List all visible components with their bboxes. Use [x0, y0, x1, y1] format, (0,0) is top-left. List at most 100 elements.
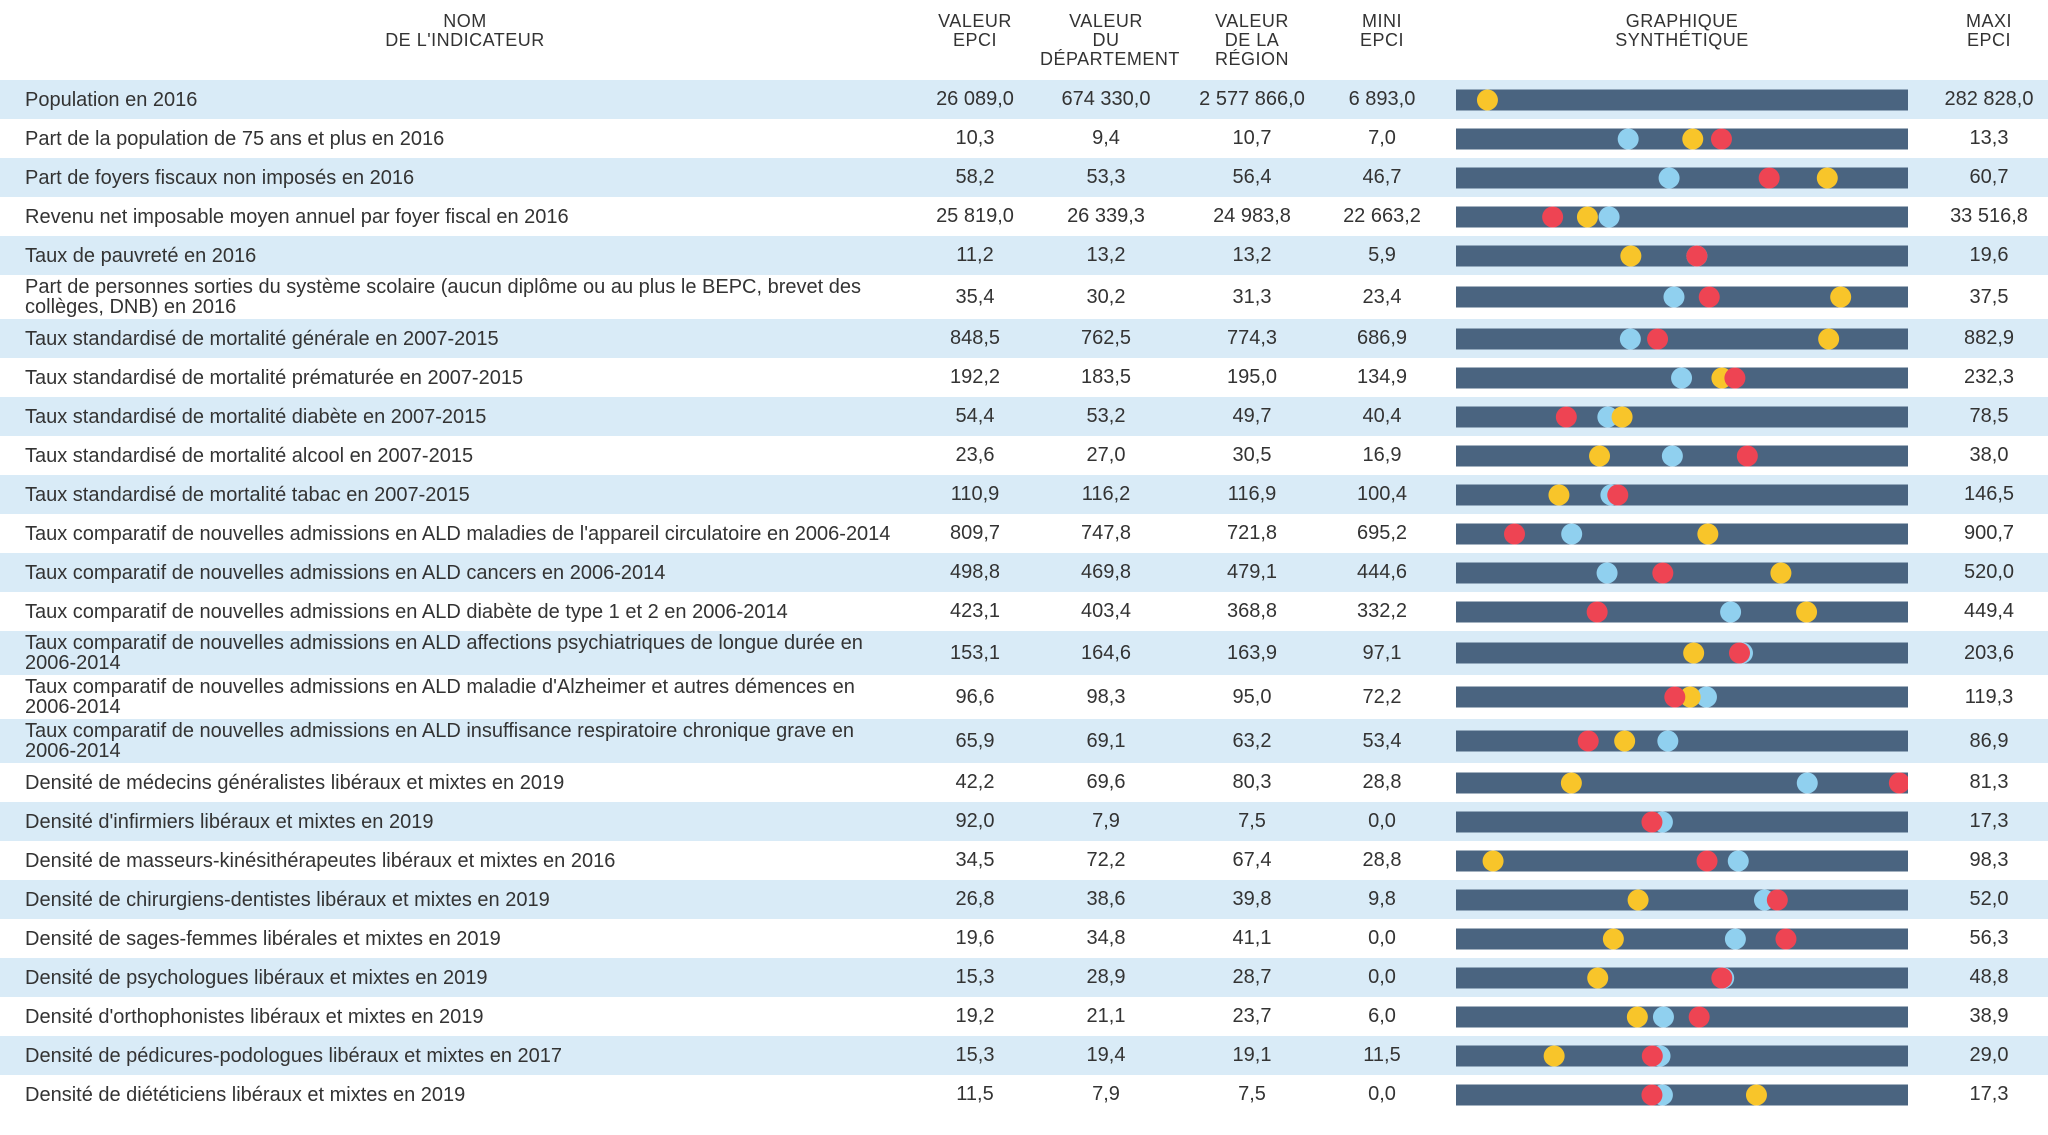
value-cell: 58,2	[955, 166, 995, 188]
synthetic-graph	[1456, 997, 1908, 1036]
value-cell: 23,4	[1362, 285, 1402, 308]
synthetic-graph	[1456, 236, 1908, 275]
value-cell: 203,6	[1963, 641, 2015, 664]
value-cell: 65,9	[955, 729, 995, 752]
table-row: Densité d'orthophonistes libéraux et mix…	[0, 997, 2048, 1036]
graph-svg	[1456, 167, 1908, 188]
value-cell: 368,8	[1226, 600, 1278, 622]
value-cell: 163,9	[1226, 641, 1278, 664]
value-cell: 72,2	[1086, 849, 1126, 871]
value-cell: 35,4	[955, 285, 995, 308]
synthetic-graph	[1456, 592, 1908, 631]
table-row: Part de foyers fiscaux non imposés en 20…	[0, 158, 2048, 197]
value-cell: 479,1	[1226, 561, 1278, 583]
value-cell: 25 819,0	[936, 205, 1014, 227]
graph-svg	[1456, 1006, 1908, 1027]
value-dot	[1617, 128, 1639, 149]
indicator-label: Taux comparatif de nouvelles admissions …	[25, 522, 891, 545]
value-cell: 23,6	[955, 444, 995, 466]
value-cell: 747,8	[1080, 522, 1132, 544]
value-cell: 95,0	[1232, 685, 1272, 708]
table-row: Revenu net imposable moyen annuel par fo…	[0, 197, 2048, 236]
synthetic-graph	[1456, 275, 1908, 319]
value-cell: 119,3	[1964, 685, 2014, 708]
value-cell: 29,0	[1969, 1044, 2009, 1066]
value-cell: 26,8	[955, 888, 995, 910]
table-row: Taux comparatif de nouvelles admissions …	[0, 592, 2048, 631]
value-dot	[1796, 772, 1818, 793]
value-cell: 53,4	[1362, 729, 1402, 752]
synthetic-graph	[1456, 919, 1908, 958]
value-cell: 86,9	[1969, 729, 2009, 752]
value-cell: 19,2	[955, 1005, 995, 1027]
value-dot	[1696, 850, 1718, 871]
value-cell: 54,4	[955, 405, 995, 427]
synthetic-graph	[1456, 841, 1908, 880]
graph-svg	[1456, 730, 1908, 752]
value-dot	[1766, 889, 1788, 910]
value-cell: 30,2	[1086, 285, 1126, 308]
table-row: Densité de sages-femmes libérales et mix…	[0, 919, 2048, 958]
value-cell: 444,6	[1356, 561, 1408, 583]
range-bar	[1456, 1006, 1908, 1027]
value-dot	[1576, 206, 1598, 227]
value-dot	[1727, 850, 1749, 871]
value-dot	[1679, 686, 1701, 708]
graph-svg	[1456, 1084, 1908, 1105]
value-cell: 15,3	[955, 1044, 995, 1066]
value-cell: 56,3	[1969, 927, 2009, 949]
indicator-label: Taux comparatif de nouvelles admissions …	[25, 676, 855, 718]
table-row: Densité de diététiciens libéraux et mixt…	[0, 1075, 2048, 1114]
value-cell: 6,0	[1368, 1005, 1396, 1027]
value-cell: 92,0	[955, 810, 995, 832]
value-cell: 56,4	[1232, 166, 1272, 188]
range-bar	[1456, 484, 1908, 505]
value-cell: 10,3	[955, 127, 995, 149]
value-cell: 232,3	[1963, 366, 2015, 388]
value-dot	[1736, 445, 1758, 466]
value-cell: 23,7	[1232, 1005, 1272, 1027]
indicator-label: Taux standardisé de mortalité alcool en …	[25, 444, 474, 467]
range-bar	[1456, 928, 1908, 949]
value-cell: 72,2	[1362, 685, 1402, 708]
table-row: Taux comparatif de nouvelles admissions …	[0, 675, 2048, 719]
indicator-label: Part de foyers fiscaux non imposés en 20…	[25, 166, 415, 189]
value-cell: 19,1	[1232, 1044, 1272, 1066]
range-bar	[1456, 328, 1908, 349]
graph-svg	[1456, 445, 1908, 466]
graph-svg	[1456, 406, 1908, 427]
value-cell: 11,2	[956, 244, 994, 266]
indicator-label: Densité de chirurgiens-dentistes libérau…	[25, 888, 550, 911]
value-cell: 13,2	[1232, 244, 1272, 266]
table-row: Taux standardisé de mortalité prématurée…	[0, 358, 2048, 397]
value-dot	[1724, 928, 1746, 949]
value-cell: 195,0	[1226, 366, 1278, 388]
value-cell: 11,5	[1363, 1044, 1401, 1066]
value-dot	[1729, 642, 1751, 664]
value-cell: 31,3	[1232, 285, 1272, 308]
value-cell: 282 828,0	[1944, 88, 2034, 110]
value-cell: 0,0	[1368, 1083, 1396, 1105]
value-cell: 134,9	[1356, 366, 1408, 388]
value-cell: 80,3	[1232, 771, 1272, 793]
synthetic-graph	[1456, 958, 1908, 997]
value-cell: 53,2	[1086, 405, 1126, 427]
range-bar	[1456, 206, 1908, 227]
graph-svg	[1456, 967, 1908, 988]
value-cell: 7,5	[1238, 1083, 1266, 1105]
value-cell: 146,5	[1963, 483, 2015, 505]
value-dot	[1711, 967, 1733, 988]
value-cell: 34,5	[955, 849, 995, 871]
graph-svg	[1456, 245, 1908, 266]
value-cell: 183,5	[1080, 366, 1132, 388]
value-cell: 22 663,2	[1343, 205, 1421, 227]
value-cell: 116,9	[1227, 483, 1277, 505]
value-dot	[1548, 484, 1570, 505]
range-bar	[1456, 889, 1908, 910]
value-cell: 67,4	[1232, 849, 1272, 871]
value-dot	[1683, 642, 1705, 664]
indicator-label: Taux de pauvreté en 2016	[25, 244, 257, 267]
value-cell: 5,9	[1368, 244, 1396, 266]
value-cell: 13,2	[1086, 244, 1126, 266]
table-row: Taux comparatif de nouvelles admissions …	[0, 719, 2048, 763]
